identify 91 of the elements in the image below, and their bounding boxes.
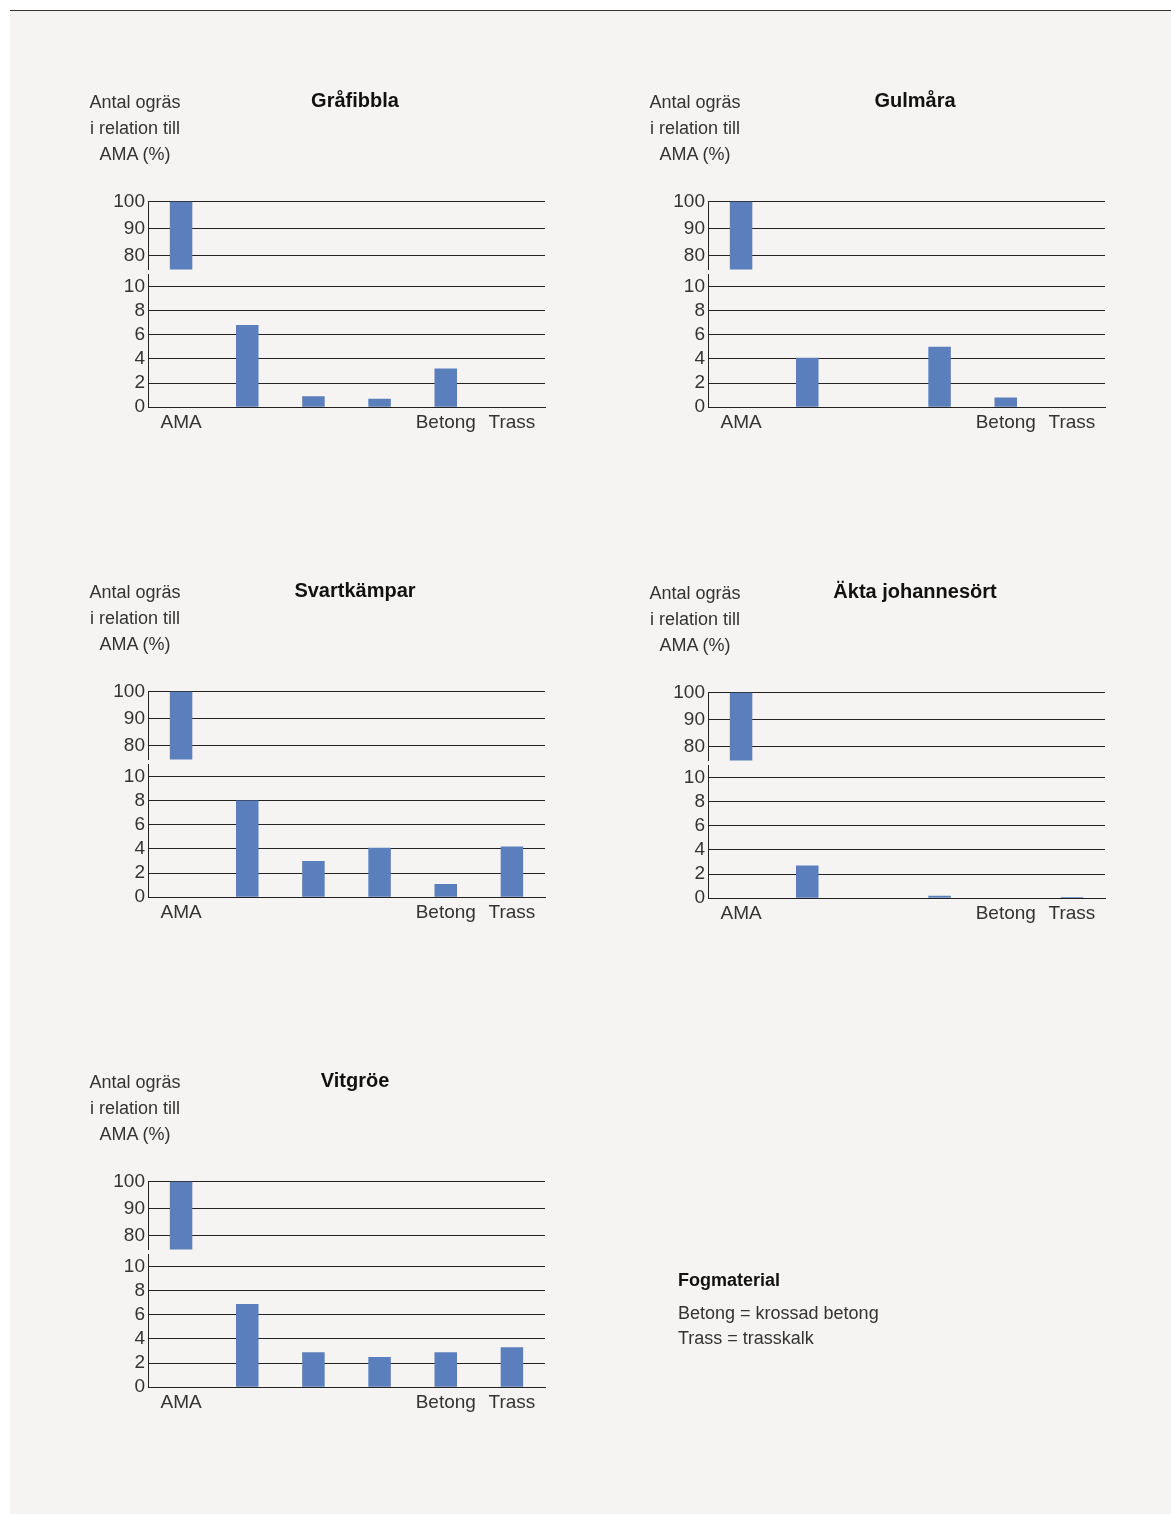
x-tick-label: AMA — [720, 410, 762, 432]
y-tick-label: 6 — [134, 1303, 145, 1324]
y-tick-label: 4 — [694, 838, 706, 860]
y-tick-label: 2 — [694, 862, 705, 884]
bar — [796, 357, 819, 407]
text: Fogmaterial — [678, 1269, 782, 1292]
x-tick-label: AMA — [720, 901, 762, 923]
chart-title: Vitgröe — [319, 1069, 391, 1092]
y-axis-title: Antal ogräs i relation till AMA (%) — [648, 91, 742, 166]
y-tick-label: 80 — [123, 1224, 145, 1246]
y-tick-label: 100 — [113, 189, 145, 211]
y-tick-label: 0 — [694, 395, 705, 417]
y-tick-label: 90 — [123, 706, 145, 728]
bar — [434, 1352, 457, 1387]
bar — [434, 368, 457, 407]
bar — [236, 800, 259, 897]
y-axis-title: Antal ogräs i relation till AMA (%) — [88, 91, 182, 166]
y-tick-label: 4 — [694, 347, 706, 369]
chart-title: Svartkämpar — [293, 579, 417, 602]
y-tick-label: 8 — [134, 1278, 145, 1300]
text: Trass = trasskalk — [678, 1327, 815, 1350]
y-tick-label: 6 — [134, 813, 145, 834]
y-tick-label: 100 — [673, 189, 705, 211]
y-tick-label: 6 — [134, 323, 145, 344]
chart-title: Äkta johannesört — [832, 580, 998, 603]
chart-title: Gulmåra — [873, 89, 957, 112]
x-tick-label: Betong — [415, 900, 476, 922]
y-tick-label: 0 — [134, 1375, 145, 1397]
bar — [434, 883, 457, 897]
bar — [302, 396, 325, 407]
y-tick-label: 8 — [134, 788, 145, 810]
y-tick-label: 8 — [134, 298, 145, 320]
bar — [994, 397, 1017, 407]
x-tick-label: Trass — [1048, 410, 1096, 432]
bar — [368, 398, 391, 407]
y-tick-label: 2 — [134, 1351, 145, 1373]
y-tick-label: 100 — [113, 679, 145, 701]
x-tick-label: AMA — [160, 410, 202, 432]
y-tick-label: 100 — [113, 1169, 145, 1191]
x-tick-label: AMA — [160, 1390, 202, 1412]
bar — [236, 325, 259, 407]
y-tick-label: 2 — [134, 861, 145, 883]
bar — [796, 865, 819, 898]
bar — [500, 1347, 524, 1387]
y-tick-label: 10 — [123, 764, 145, 786]
x-tick-label: Betong — [975, 901, 1036, 923]
y-tick-label: 6 — [694, 814, 705, 835]
x-tick-label: Trass — [488, 1390, 536, 1412]
x-tick-label: Trass — [1048, 901, 1096, 923]
x-tick-label: Betong — [415, 410, 476, 432]
y-tick-label: 2 — [134, 371, 145, 393]
y-axis-title: Antal ogräs i relation till AMA (%) — [88, 1071, 182, 1146]
y-tick-label: 0 — [134, 885, 145, 907]
bar — [236, 1303, 259, 1387]
y-tick-label: 10 — [683, 274, 705, 296]
bar — [368, 1357, 391, 1387]
y-tick-label: 0 — [134, 395, 145, 417]
x-tick-label: Trass — [488, 900, 536, 922]
y-tick-label: 0 — [694, 886, 705, 908]
bar — [302, 860, 325, 897]
y-tick-label: 80 — [123, 244, 145, 266]
y-axis-title: Antal ogräs i relation till AMA (%) — [88, 581, 182, 656]
x-tick-label: Betong — [415, 1390, 476, 1412]
y-tick-label: 4 — [134, 837, 146, 859]
x-tick-label: Betong — [975, 410, 1036, 432]
y-tick-label: 90 — [683, 707, 705, 729]
y-tick-label: 4 — [134, 1327, 146, 1349]
bar — [928, 346, 951, 407]
bar — [500, 846, 524, 897]
y-tick-label: 100 — [673, 680, 705, 702]
y-tick-label: 80 — [123, 734, 145, 756]
x-tick-label: AMA — [160, 900, 202, 922]
chart-title: Gråfibbla — [310, 89, 400, 112]
bar — [368, 847, 391, 897]
y-tick-label: 2 — [694, 371, 705, 393]
y-tick-label: 10 — [123, 274, 145, 296]
y-tick-label: 90 — [123, 216, 145, 238]
y-tick-label: 8 — [694, 298, 705, 320]
text: Betong = krossad betong — [678, 1302, 879, 1325]
y-tick-label: 90 — [123, 1196, 145, 1218]
y-tick-label: 4 — [134, 347, 146, 369]
y-tick-label: 10 — [683, 765, 705, 787]
y-tick-label: 6 — [694, 323, 705, 344]
y-tick-label: 90 — [683, 216, 705, 238]
y-tick-label: 8 — [694, 789, 705, 811]
y-tick-label: 80 — [683, 244, 705, 266]
y-axis-title: Antal ogräs i relation till AMA (%) — [648, 582, 742, 657]
bar — [302, 1352, 325, 1387]
y-tick-label: 80 — [683, 735, 705, 757]
x-tick-label: Trass — [488, 410, 536, 432]
y-tick-label: 10 — [123, 1254, 145, 1276]
